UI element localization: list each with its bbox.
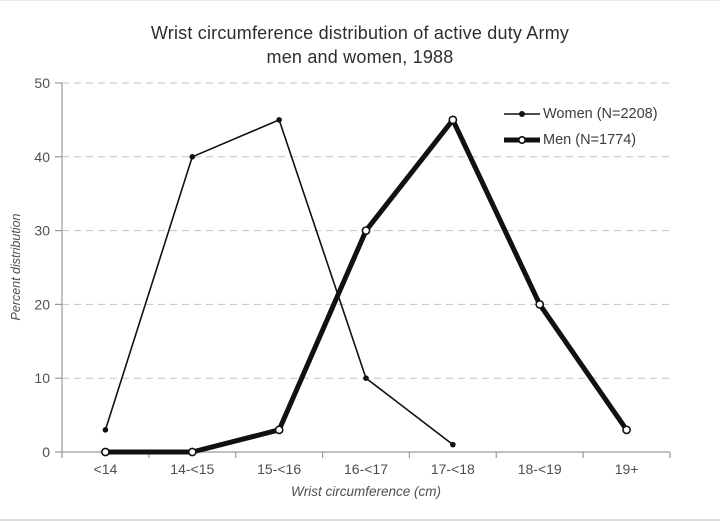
women-marker <box>276 117 282 123</box>
men-marker <box>361 226 371 235</box>
y-tick-label: 50 <box>34 75 50 91</box>
y-tick-label: 20 <box>34 296 50 312</box>
men-marker <box>187 447 197 457</box>
legend-item-men: Men (N=1774) <box>502 127 658 153</box>
men-series-line <box>102 117 630 455</box>
men-marker <box>101 447 110 457</box>
legend: Women (N=2208) Men (N=1774) <box>502 101 658 153</box>
y-tick-label: 10 <box>34 370 50 386</box>
women-marker <box>450 441 456 448</box>
chart-title: Wrist circumference distribution of acti… <box>150 23 570 43</box>
men-marker <box>622 425 631 435</box>
x-tick-label: 18-<19 <box>518 461 562 477</box>
chart-subtitle: men and women, 1988 <box>266 47 454 67</box>
men-marker <box>535 299 545 309</box>
women-marker <box>102 427 109 433</box>
men-marker <box>448 115 458 125</box>
women-series-line <box>104 119 454 446</box>
x-tick-label: <14 <box>94 461 118 477</box>
women-line-swatch <box>504 111 540 117</box>
x-tick-label: 19+ <box>615 461 639 477</box>
x-tick-label: 14-<15 <box>170 461 214 477</box>
y-tick-label: 0 <box>42 444 50 460</box>
y-tick-label: 30 <box>34 223 50 239</box>
men-line-swatch <box>504 135 540 145</box>
women-marker <box>363 375 369 382</box>
x-axis-title: Wrist circumference (cm) <box>290 484 441 499</box>
x-tick-label: 15-<16 <box>257 461 301 477</box>
men-marker <box>274 425 284 435</box>
women-marker <box>189 154 196 160</box>
legend-item-women: Women (N=2208) <box>502 101 658 127</box>
x-tick-label: 17-<18 <box>431 461 475 477</box>
x-tick-label: 16-<17 <box>344 461 388 477</box>
legend-label-men: Men (N=1774) <box>543 132 637 148</box>
legend-label-women: Women (N=2208) <box>543 106 658 122</box>
y-tick-label: 40 <box>34 149 50 165</box>
